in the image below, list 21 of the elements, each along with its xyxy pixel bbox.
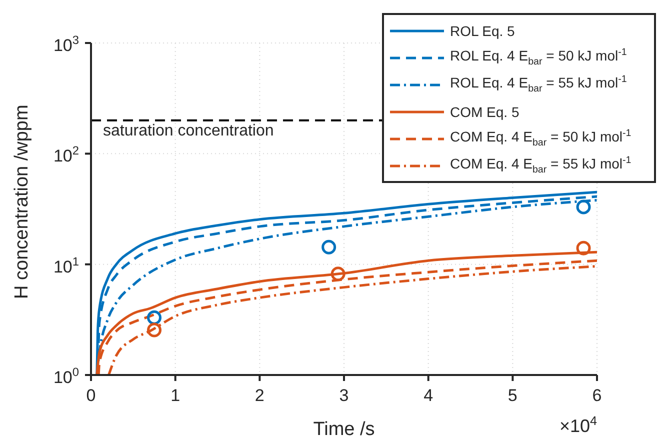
x-tick-label: 3 [339, 386, 349, 405]
x-axis-title: Time /s [313, 419, 375, 440]
x-tick-label: 4 [424, 386, 434, 405]
ref-line-label: saturation concentration [103, 122, 274, 140]
text: ×10$^{4}$ [559, 414, 597, 436]
x-tick-label: 2 [254, 386, 264, 405]
x-tick-label: 6 [592, 386, 602, 405]
x-tick-label: 5 [508, 386, 518, 405]
legend-label: ROL Eq. 4 E$_{bar}$ = 55 kJ mol$^{-1}$ [450, 74, 627, 95]
y-tick-label: 10$^{0}$ [53, 365, 80, 387]
legend-label: COM Eq. 4 E$_{bar}$ = 50 kJ mol$^{-1}$ [450, 128, 632, 149]
legend-label: ROL Eq. 4 E$_{bar}$ = 50 kJ mol$^{-1}$ [450, 47, 627, 68]
y-tick-label: 10$^{2}$ [53, 144, 80, 166]
y-tick-label: 10$^{1}$ [53, 254, 80, 276]
y-axis-title: H concentration /wppm [12, 104, 33, 299]
legend-label: COM Eq. 4 E$_{bar}$ = 55 kJ mol$^{-1}$ [450, 155, 632, 176]
y-tick-label: 10$^{3}$ [53, 33, 80, 55]
x-tick-label: 0 [86, 386, 96, 405]
x-tick-label: 1 [170, 386, 180, 405]
legend-label: ROL Eq. 5 [450, 22, 515, 38]
legend-label: COM Eq. 5 [450, 104, 520, 120]
